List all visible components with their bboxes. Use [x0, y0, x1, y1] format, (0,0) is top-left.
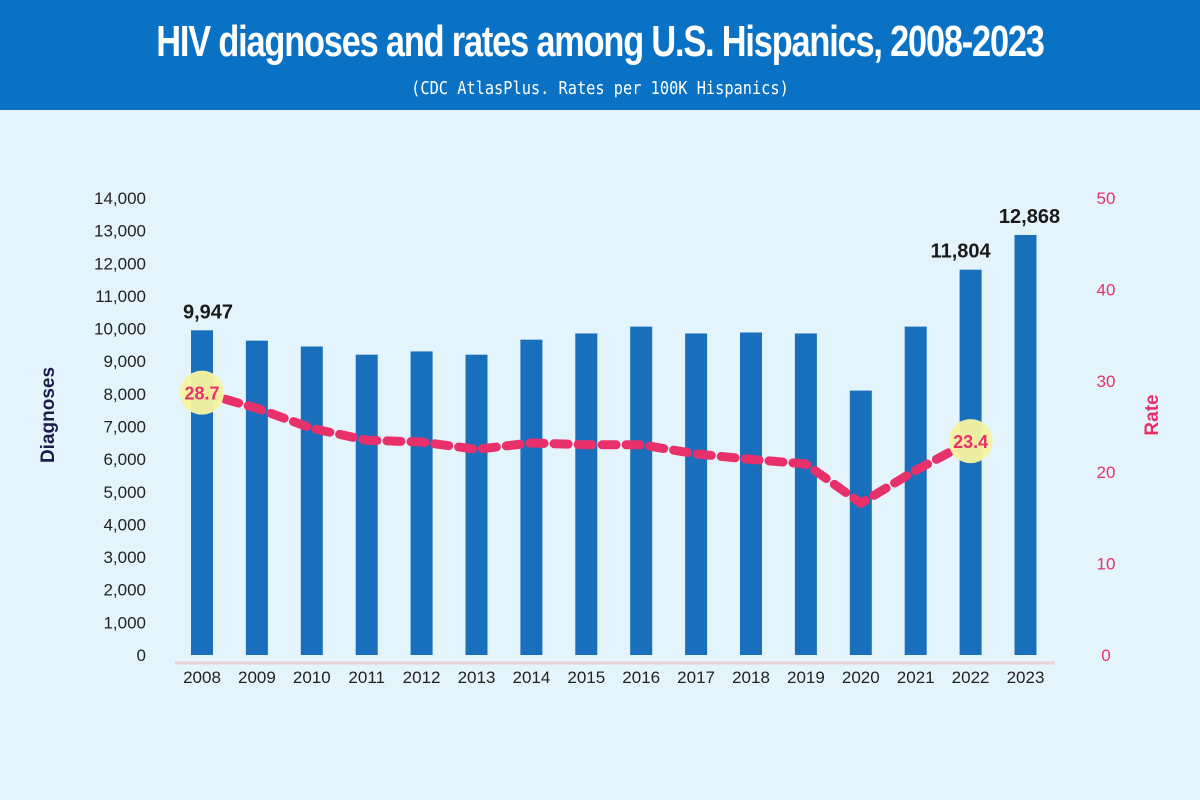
y-tick-label: 12,000 — [94, 254, 146, 273]
y-tick-label: 1,000 — [103, 613, 146, 632]
y-tick-label: 4,000 — [103, 515, 146, 534]
x-tick-label: 2018 — [732, 668, 770, 687]
x-tick-label: 2021 — [897, 668, 935, 687]
x-tick-label: 2015 — [567, 668, 605, 687]
x-tick-label: 2013 — [458, 668, 496, 687]
y2-tick-label: 40 — [1097, 280, 1116, 299]
x-tick-label: 2011 — [348, 668, 385, 687]
y2-tick-label: 50 — [1097, 189, 1116, 208]
bar-2014 — [520, 339, 543, 655]
rate-point-2016 — [640, 444, 642, 446]
bar-2020 — [849, 390, 872, 655]
bar-value-label: 11,804 — [931, 241, 992, 263]
rate-point-2010 — [311, 427, 313, 429]
bar-value-label: 9,947 — [183, 301, 233, 323]
y2-tick-label: 10 — [1097, 555, 1116, 574]
bar-2009 — [245, 340, 268, 655]
x-tick-label: 2010 — [293, 668, 331, 687]
bar-2019 — [794, 333, 817, 655]
bar-2021 — [904, 326, 927, 655]
rate-point-2018 — [750, 458, 752, 460]
rate-point-2019 — [805, 463, 807, 465]
rate-highlight-circle — [180, 370, 224, 415]
y-tick-label: 10,000 — [94, 320, 146, 339]
x-tick-label: 2009 — [238, 668, 276, 687]
rate-point-2020 — [860, 502, 862, 504]
rate-point-2014 — [530, 442, 532, 444]
rate-point-2012 — [421, 441, 423, 443]
y-tick-label: 13,000 — [94, 222, 146, 241]
chart-subtitle: (CDC AtlasPlus. Rates per 100K Hispanics… — [411, 78, 789, 99]
y-tick-label: 7,000 — [103, 418, 146, 437]
y2-tick-label: 30 — [1097, 372, 1116, 391]
rate-highlight-circle — [948, 419, 993, 464]
rate-point-2021 — [915, 469, 917, 471]
y-axis-label: Diagnoses — [38, 367, 59, 463]
x-tick-label: 2020 — [842, 668, 880, 687]
y-tick-label: 6,000 — [103, 450, 146, 469]
bar-2015 — [575, 333, 598, 655]
x-tick-label: 2019 — [787, 668, 825, 687]
y-tick-label: 9,000 — [103, 352, 146, 371]
y2-axis-label: Rate — [1142, 394, 1163, 435]
y-tick-label: 8,000 — [103, 385, 146, 404]
x-tick-label: 2016 — [622, 668, 660, 687]
bar-2016 — [630, 326, 653, 655]
rate-value-label: 23.4 — [953, 432, 988, 452]
bar-2017 — [685, 333, 708, 655]
rate-point-2015 — [585, 444, 587, 446]
x-tick-label: 2023 — [1007, 668, 1045, 687]
y-tick-label: 14,000 — [94, 189, 146, 208]
x-tick-label: 2022 — [952, 668, 990, 687]
x-tick-label: 2014 — [512, 668, 550, 687]
y-tick-label: 0 — [137, 646, 146, 665]
bar-2018 — [740, 332, 762, 655]
x-tick-label: 2008 — [183, 668, 221, 687]
rate-value-label: 28.7 — [184, 384, 219, 404]
bar-2011 — [355, 354, 378, 655]
rate-point-2009 — [256, 407, 258, 409]
bar-2012 — [410, 351, 433, 655]
header-banner: HIV diagnoses and rates among U.S. Hispa… — [0, 0, 1200, 110]
y2-tick-label: 0 — [1101, 646, 1110, 665]
bar-2023 — [1014, 234, 1037, 655]
chart-title: HIV diagnoses and rates among U.S. Hispa… — [156, 17, 1045, 66]
y2-tick-label: 20 — [1097, 463, 1116, 482]
rate-point-2013 — [476, 448, 477, 450]
bar-2013 — [465, 354, 488, 655]
rate-point-2017 — [695, 453, 697, 455]
x-tick-label: 2017 — [677, 668, 715, 687]
bar-value-label: 12,868 — [999, 206, 1060, 228]
x-tick-label: 2012 — [403, 668, 441, 687]
y-tick-label: 2,000 — [103, 581, 146, 600]
y-tick-label: 3,000 — [103, 548, 146, 567]
y-tick-label: 11,000 — [95, 287, 146, 306]
rate-point-2011 — [366, 439, 368, 441]
bar-2010 — [300, 346, 323, 655]
y-tick-label: 5,000 — [103, 483, 146, 502]
